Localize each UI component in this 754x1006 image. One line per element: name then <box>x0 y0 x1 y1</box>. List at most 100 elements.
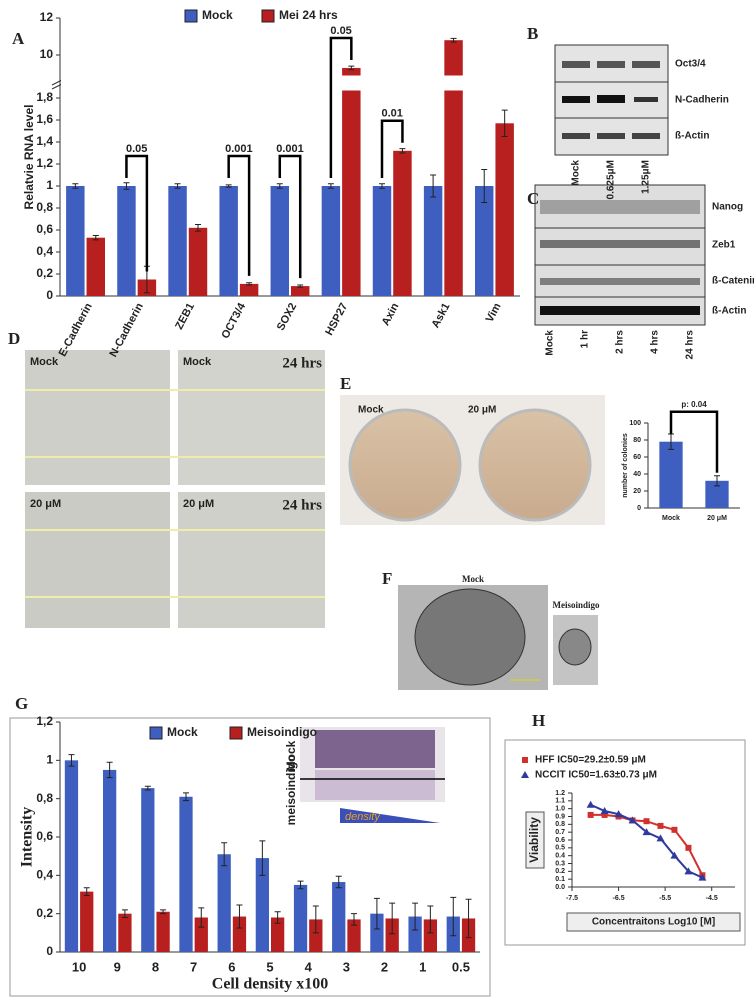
bar <box>370 913 384 952</box>
panel-label: E <box>340 374 351 393</box>
bar <box>66 186 85 296</box>
point <box>698 873 707 881</box>
error-bar <box>92 235 99 241</box>
bar <box>393 150 412 296</box>
y-tick-label: 0.1 <box>555 876 565 883</box>
y-tick-label: 0.3 <box>555 860 565 867</box>
x-tick-label: Mock <box>662 515 680 522</box>
bar <box>309 919 323 952</box>
x-tick-label: 3 <box>343 959 350 974</box>
y-axis-label: Viability <box>527 817 541 863</box>
error-bar <box>297 284 304 288</box>
point <box>657 822 664 829</box>
x-tick-label: 6 <box>228 959 235 974</box>
blot-lane-label: 0.625μM <box>606 160 617 199</box>
image-label: 20 μM <box>468 405 496 416</box>
bar <box>423 919 437 952</box>
x-tick-label: OCT3/4 <box>219 300 248 340</box>
x-tick-label: Axin <box>380 301 402 328</box>
image-label: Mock <box>183 356 212 368</box>
bar <box>342 67 361 296</box>
point <box>685 844 692 851</box>
legend-swatch <box>522 757 528 763</box>
y-tick-label: 1,2 <box>36 156 53 170</box>
point <box>586 800 595 808</box>
legend-label: Mock <box>202 8 233 22</box>
error-bar <box>83 887 90 896</box>
blot-row-label: Oct3/4 <box>675 59 706 70</box>
significance-bracket <box>227 154 251 276</box>
image-time: 24 hrs <box>282 497 322 513</box>
bar <box>423 186 443 296</box>
y-tick-label: 60 <box>633 454 641 461</box>
error-bar <box>144 785 151 791</box>
plate-label: density <box>345 811 381 823</box>
y-tick-label: 0,6 <box>36 829 53 843</box>
error-bar <box>668 433 674 450</box>
error-bar <box>335 875 342 889</box>
legend-swatch <box>261 9 275 23</box>
y-axis-label: Relatvie RNA level <box>22 105 36 210</box>
error-bar <box>501 109 508 137</box>
panel-label: G <box>15 694 28 713</box>
point <box>642 828 651 836</box>
legend-label: Mock <box>167 725 198 739</box>
legend-swatch <box>521 771 529 778</box>
bar <box>188 227 208 296</box>
bar <box>705 480 729 508</box>
point <box>643 818 650 825</box>
bar <box>271 917 285 952</box>
bar <box>103 769 117 952</box>
point <box>628 816 637 824</box>
sphere-photo <box>398 585 598 690</box>
error-bar <box>714 475 720 487</box>
y-tick-label: 0.8 <box>555 821 565 828</box>
x-tick-label: 7 <box>190 959 197 974</box>
x-tick-label: -6.5 <box>613 895 625 902</box>
error-bar <box>195 224 201 232</box>
error-bar <box>399 148 406 154</box>
significance-label: 0.001 <box>276 143 304 155</box>
x-tick-label: 5 <box>266 959 273 974</box>
y-tick-label: 1 <box>46 753 53 767</box>
error-bar <box>351 913 357 926</box>
bar <box>64 760 79 952</box>
x-tick-label: 4 <box>305 959 313 974</box>
image-label: Mock <box>30 356 59 368</box>
y-axis-label: Intensity <box>19 807 36 867</box>
image-label: Meisoindigo <box>552 600 600 610</box>
bar <box>179 796 193 952</box>
significance-bracket <box>329 36 353 178</box>
legend-swatch <box>149 726 163 740</box>
y-tick-label: 0 <box>46 944 53 958</box>
x-tick-label: E-Cadherin <box>57 301 95 359</box>
bar <box>291 286 310 296</box>
x-tick-label: 1 <box>419 959 426 974</box>
bar <box>332 882 346 952</box>
plate-image <box>300 727 445 823</box>
panel-label: F <box>382 569 392 588</box>
legend-label: Mei 24 hrs <box>279 8 338 22</box>
blot-row-label: N-Cadherin <box>675 95 729 106</box>
panel-label: A <box>12 29 25 48</box>
error-bar <box>389 902 396 935</box>
point <box>587 811 594 818</box>
y-tick-label: 0.2 <box>555 868 565 875</box>
x-tick-label: 2 <box>381 959 388 974</box>
significance-label: 0.01 <box>382 108 403 120</box>
y-tick-label: 12 <box>40 10 54 24</box>
image-time: 24 hrs <box>282 355 322 371</box>
error-bar <box>450 896 457 937</box>
error-bar <box>427 905 434 934</box>
error-bar <box>174 183 181 189</box>
x-tick-label: 9 <box>114 959 121 974</box>
y-tick-label: 1 <box>46 178 53 192</box>
y-tick-label: 0.9 <box>555 813 565 820</box>
error-bar <box>379 183 385 189</box>
error-bar <box>276 183 283 189</box>
image-label: Mock <box>462 574 484 584</box>
blot-row-label: Nanog <box>712 202 743 213</box>
bar <box>408 916 422 952</box>
frame-h <box>504 739 746 946</box>
point <box>656 834 665 842</box>
